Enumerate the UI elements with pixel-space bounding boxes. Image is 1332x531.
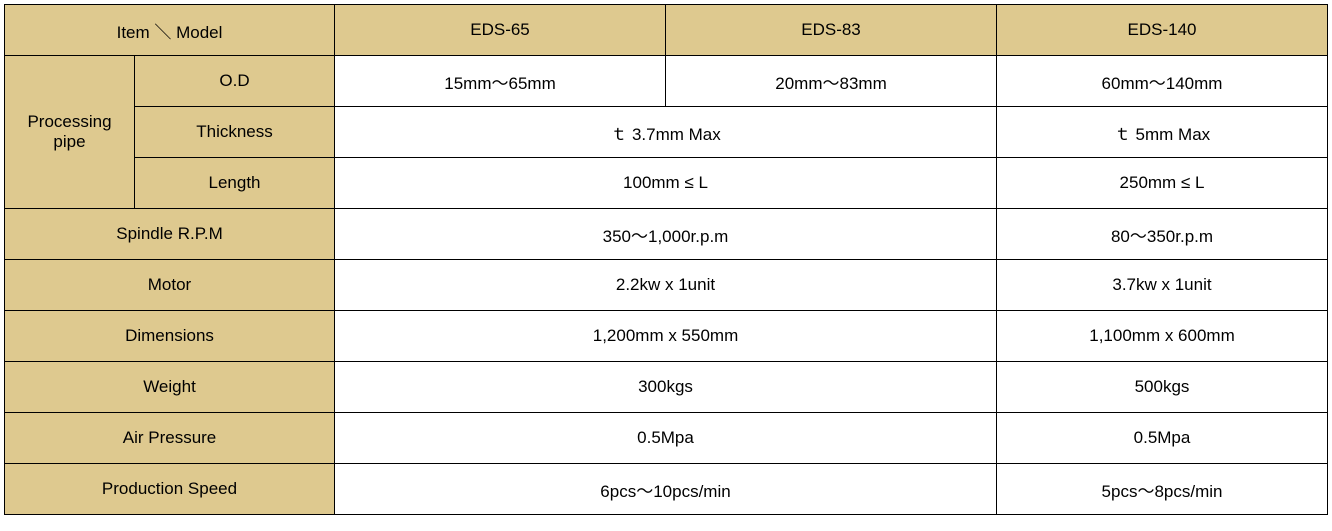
table-row: Weight 300kgs 500kgs: [5, 362, 1328, 413]
row-label-weight: Weight: [5, 362, 335, 413]
cell-production-speed-span: 6pcs～10pcs/min: [335, 464, 997, 515]
row-sublabel-thickness: Thickness: [135, 107, 335, 158]
cell-length-span: 100mm ≤ L: [335, 158, 997, 209]
table-row: Processing pipe O.D 15mm～65mm 20mm～83mm …: [5, 56, 1328, 107]
row-label-motor: Motor: [5, 260, 335, 311]
table-row: Motor 2.2kw x 1unit 3.7kw x 1unit: [5, 260, 1328, 311]
row-label-dimensions: Dimensions: [5, 311, 335, 362]
row-label-processing-pipe: Processing pipe: [5, 56, 135, 209]
table-header-row: Item ＼ Model EDS-65 EDS-83 EDS-140: [5, 5, 1328, 56]
table-row: Air Pressure 0.5Mpa 0.5Mpa: [5, 413, 1328, 464]
row-label-production-speed: Production Speed: [5, 464, 335, 515]
cell-production-speed-2: 5pcs～8pcs/min: [997, 464, 1328, 515]
cell-dimensions-span: 1,200mm x 550mm: [335, 311, 997, 362]
cell-motor-span: 2.2kw x 1unit: [335, 260, 997, 311]
cell-od-2: 60mm～140mm: [997, 56, 1328, 107]
cell-weight-2: 500kgs: [997, 362, 1328, 413]
table-row: Spindle R.P.M 350～1,000r.p.m 80～350r.p.m: [5, 209, 1328, 260]
cell-dimensions-2: 1,100mm x 600mm: [997, 311, 1328, 362]
header-model-2: EDS-140: [997, 5, 1328, 56]
row-sublabel-length: Length: [135, 158, 335, 209]
header-item-model: Item ＼ Model: [5, 5, 335, 56]
cell-od-0: 15mm～65mm: [335, 56, 666, 107]
table-row: Thickness ｔ 3.7mm Max ｔ 5mm Max: [5, 107, 1328, 158]
cell-weight-span: 300kgs: [335, 362, 997, 413]
table-row: Length 100mm ≤ L 250mm ≤ L: [5, 158, 1328, 209]
cell-thickness-2: ｔ 5mm Max: [997, 107, 1328, 158]
header-model-1: EDS-83: [666, 5, 997, 56]
cell-od-1: 20mm～83mm: [666, 56, 997, 107]
spec-table: Item ＼ Model EDS-65 EDS-83 EDS-140 Proce…: [4, 4, 1328, 515]
cell-motor-2: 3.7kw x 1unit: [997, 260, 1328, 311]
header-model-0: EDS-65: [335, 5, 666, 56]
row-label-spindle: Spindle R.P.M: [5, 209, 335, 260]
row-sublabel-od: O.D: [135, 56, 335, 107]
table-row: Production Speed 6pcs～10pcs/min 5pcs～8pc…: [5, 464, 1328, 515]
row-label-air-pressure: Air Pressure: [5, 413, 335, 464]
cell-length-2: 250mm ≤ L: [997, 158, 1328, 209]
table-row: Dimensions 1,200mm x 550mm 1,100mm x 600…: [5, 311, 1328, 362]
cell-air-pressure-span: 0.5Mpa: [335, 413, 997, 464]
cell-thickness-span: ｔ 3.7mm Max: [335, 107, 997, 158]
cell-air-pressure-2: 0.5Mpa: [997, 413, 1328, 464]
cell-spindle-2: 80～350r.p.m: [997, 209, 1328, 260]
cell-spindle-span: 350～1,000r.p.m: [335, 209, 997, 260]
